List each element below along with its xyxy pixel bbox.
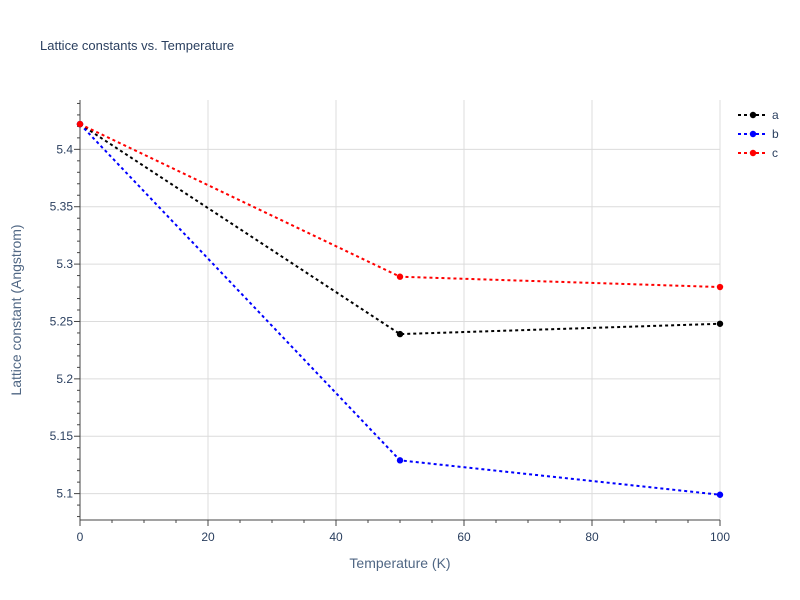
legend-label-a[interactable]: a	[772, 108, 779, 122]
x-axis-title: Temperature (K)	[349, 555, 450, 571]
y-tick-label: 5.1	[56, 487, 73, 501]
legend[interactable]: abc	[738, 108, 779, 160]
y-axis-ticks: 5.1 5.15 5.2 5.25 5.3 5.35 5.4	[50, 142, 74, 500]
legend-label-b[interactable]: b	[772, 127, 779, 141]
y-tick-label: 5.25	[50, 314, 74, 328]
series-line-c	[79, 123, 721, 289]
legend-label-c[interactable]: c	[772, 146, 778, 160]
series-lines	[76, 120, 724, 498]
axes	[74, 100, 721, 526]
data-point-b[interactable]	[716, 491, 724, 498]
x-tick-label: 80	[585, 530, 599, 544]
y-tick-label: 5.4	[56, 142, 73, 156]
y-axis-title: Lattice constant (Angstrom)	[8, 224, 24, 395]
series-line-a	[79, 123, 721, 336]
x-tick-label: 0	[77, 530, 84, 544]
y-tick-label: 5.3	[56, 257, 73, 271]
data-point-a[interactable]	[396, 330, 404, 338]
series-line-b	[79, 123, 721, 496]
legend-marker-a[interactable]	[749, 111, 757, 119]
x-tick-label: 100	[710, 530, 730, 544]
legend-marker-c[interactable]	[749, 149, 757, 157]
x-axis-ticks: 0 20 40 60 80 100	[77, 530, 731, 544]
data-point-c[interactable]	[76, 120, 84, 128]
x-tick-label: 40	[329, 530, 343, 544]
grid-lines	[80, 100, 721, 520]
x-tick-label: 60	[457, 530, 471, 544]
data-point-b[interactable]	[396, 457, 404, 464]
y-tick-label: 5.35	[50, 200, 74, 214]
x-tick-label: 20	[201, 530, 215, 544]
data-point-c[interactable]	[396, 273, 404, 280]
y-tick-label: 5.2	[56, 372, 73, 386]
data-point-a[interactable]	[716, 320, 724, 327]
data-point-c[interactable]	[716, 283, 724, 291]
chart-title: Lattice constants vs. Temperature	[40, 38, 234, 53]
legend-marker-b[interactable]	[749, 130, 757, 138]
y-tick-label: 5.15	[50, 429, 74, 443]
